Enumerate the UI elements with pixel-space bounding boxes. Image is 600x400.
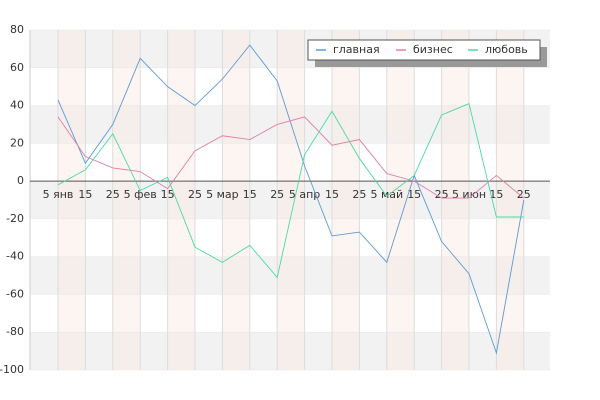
y-tick-label: -100 bbox=[0, 363, 24, 376]
column-band bbox=[222, 30, 250, 370]
series-line bbox=[57, 116, 525, 199]
y-tick-label: -40 bbox=[6, 250, 24, 263]
column-band bbox=[496, 30, 524, 370]
y-tick-label: 60 bbox=[10, 61, 24, 74]
x-tick-label: 15 bbox=[407, 188, 421, 201]
y-tick-label: 80 bbox=[10, 23, 24, 36]
legend bbox=[307, 39, 541, 61]
x-tick-label: 25 bbox=[270, 188, 284, 201]
y-tick-label: -20 bbox=[6, 212, 24, 225]
x-tick-label: 15 bbox=[325, 188, 339, 201]
x-tick-label: 25 bbox=[188, 188, 202, 201]
legend-label: бизнес bbox=[413, 43, 453, 56]
grid-band bbox=[30, 256, 550, 295]
column-band bbox=[277, 30, 305, 370]
column-band bbox=[58, 30, 86, 370]
y-tick-label: 20 bbox=[10, 136, 24, 149]
column-band bbox=[441, 30, 469, 370]
y-tick-label: 0 bbox=[17, 174, 24, 187]
grid-band bbox=[30, 332, 550, 370]
series-line bbox=[57, 103, 524, 279]
grid-band bbox=[30, 181, 550, 219]
y-tick-label: -60 bbox=[6, 287, 24, 300]
x-tick-label: 15 bbox=[489, 188, 503, 201]
x-tick-label: 5 янв bbox=[43, 188, 74, 201]
x-tick-label: 15 bbox=[78, 188, 92, 201]
x-tick-label: 5 июн bbox=[452, 188, 486, 201]
legend-label: любовь bbox=[485, 43, 528, 56]
x-tick-label: 15 bbox=[161, 188, 175, 201]
x-tick-label: 5 мар bbox=[206, 188, 239, 201]
x-tick-label: 15 bbox=[243, 188, 257, 201]
legend-label: главная bbox=[333, 43, 380, 56]
column-band bbox=[167, 30, 195, 370]
series-line bbox=[57, 44, 525, 355]
grid-band bbox=[30, 105, 550, 144]
y-tick-label: -80 bbox=[6, 325, 24, 338]
x-tick-label: 25 bbox=[352, 188, 366, 201]
x-tick-label: 25 bbox=[106, 188, 120, 201]
x-tick-label: 25 bbox=[517, 188, 531, 201]
column-band bbox=[112, 30, 141, 370]
column-band bbox=[386, 30, 415, 370]
column-band bbox=[332, 30, 360, 370]
y-tick-label: 40 bbox=[10, 99, 24, 112]
x-tick-label: 5 фев bbox=[124, 188, 157, 201]
x-tick-label: 5 май bbox=[370, 188, 403, 201]
